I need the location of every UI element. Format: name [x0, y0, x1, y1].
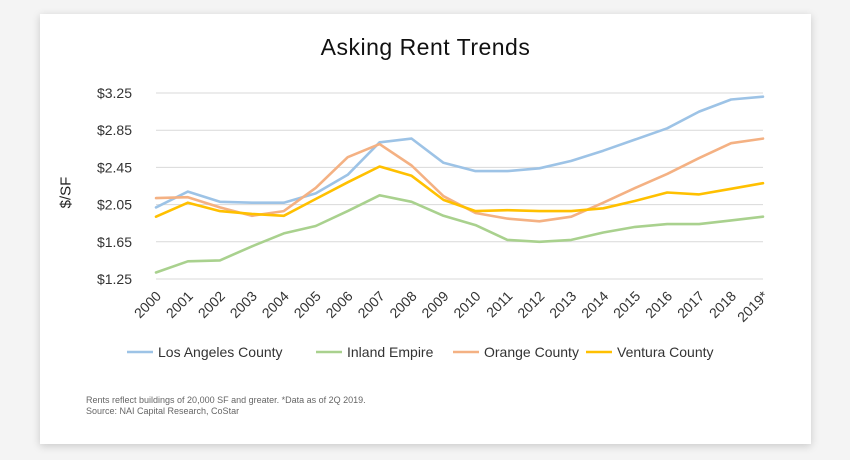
footnote-source: Source: NAI Capital Research, CoStar: [86, 406, 240, 416]
y-tick-label: $3.25: [97, 85, 132, 101]
y-tick-label: $2.05: [97, 197, 132, 213]
x-tick-label: 2003: [227, 288, 260, 321]
x-tick-label: 2018: [706, 288, 739, 321]
x-tick-label: 2005: [291, 288, 324, 321]
x-tick-label: 2010: [450, 288, 483, 321]
chart-card: Asking Rent Trends $/SF $3.25 $2.85 $2.45 $…: [40, 14, 811, 444]
x-tick-label: 2006: [322, 288, 355, 321]
y-tick-label: $2.45: [97, 159, 132, 175]
x-tick-label: 2019*: [734, 287, 772, 325]
x-tick-label: 2008: [386, 288, 419, 321]
x-tick-label: 2001: [163, 288, 196, 321]
x-tick-label: 2002: [195, 288, 228, 321]
legend-label: Inland Empire: [347, 344, 434, 360]
series-line: [154, 95, 765, 209]
y-tick-label: $2.85: [97, 122, 132, 138]
series-line: [154, 137, 765, 223]
y-tick-label: $1.65: [97, 234, 132, 250]
x-tick-label: 2015: [610, 288, 643, 321]
x-tick-label: 2014: [578, 288, 611, 321]
series-line: [154, 194, 765, 274]
legend-label: Los Angeles County: [158, 344, 283, 360]
chart-title: Asking Rent Trends: [320, 34, 531, 60]
x-tick-label: 2012: [514, 288, 547, 321]
footnote: Rents reflect buildings of 20,000 SF and…: [86, 395, 366, 417]
legend-label: Orange County: [484, 344, 579, 360]
x-tick-label: 2009: [418, 288, 451, 321]
series-line: [154, 165, 765, 218]
legend-label: Ventura County: [617, 344, 714, 360]
x-tick-label: 2013: [546, 288, 579, 321]
footnote-line-1: Rents reflect buildings of 20,000 SF and…: [86, 395, 366, 405]
y-tick-label: $1.25: [97, 271, 132, 287]
x-tick-label: 2016: [642, 288, 675, 321]
x-tick-label: 2000: [131, 288, 164, 321]
line-chart: $3.25$2.85$2.45$2.05$1.65$1.252000200120…: [97, 85, 772, 360]
x-tick-label: 2011: [483, 288, 516, 321]
x-tick-label: 2007: [354, 288, 387, 321]
x-tick-label: 2017: [674, 288, 707, 321]
x-tick-label: 2004: [259, 288, 292, 321]
